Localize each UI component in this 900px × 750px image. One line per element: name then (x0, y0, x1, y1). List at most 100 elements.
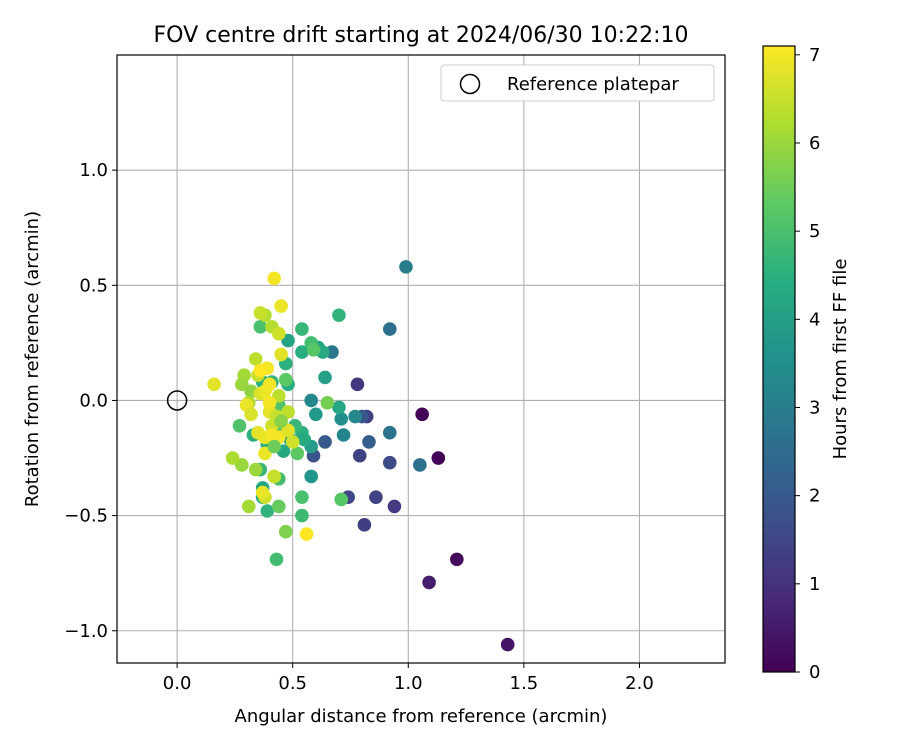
data-point (272, 389, 286, 403)
x-axis-label: Angular distance from reference (arcmin) (235, 706, 608, 727)
data-point (295, 490, 309, 504)
data-point (382, 425, 397, 440)
data-point (235, 458, 249, 472)
y-tick-label: 1.0 (79, 160, 108, 181)
data-point (281, 405, 295, 419)
colorbar: 0 1 2 3 4 5 6 7 Hours from first FF file (762, 45, 851, 683)
colorbar-ticks: 0 1 2 3 4 5 6 7 (795, 45, 820, 683)
data-point (290, 446, 305, 461)
data-point (244, 407, 258, 422)
grid-lines (117, 55, 725, 663)
data-point (269, 552, 284, 567)
legend: Reference platepar (440, 64, 715, 102)
colorbar-tick-label: 4 (809, 309, 820, 330)
data-point (318, 370, 332, 385)
data-point (320, 395, 335, 410)
data-point (262, 377, 277, 392)
data-point (387, 499, 402, 514)
data-point (299, 527, 314, 541)
data-point (225, 451, 240, 465)
data-point (295, 322, 309, 336)
data-point (431, 451, 446, 465)
data-point (253, 306, 268, 320)
data-point (253, 363, 268, 378)
data-point (278, 372, 293, 387)
data-point (369, 490, 383, 504)
data-point (382, 455, 397, 470)
colorbar-tick-label: 1 (809, 574, 820, 595)
data-point (260, 504, 275, 518)
data-point (399, 260, 413, 274)
data-point (350, 377, 365, 392)
x-tick-label: 1.0 (394, 673, 423, 694)
colorbar-label: Hours from first FF file (830, 259, 851, 460)
data-point (241, 499, 256, 514)
data-point (332, 308, 346, 323)
y-tick-label: 0.5 (79, 275, 108, 296)
y-axis-label: Rotation from reference (arcmin) (22, 211, 43, 507)
data-point (304, 393, 318, 408)
data-point (274, 347, 288, 362)
data-point (413, 458, 427, 472)
legend-label: Reference platepar (507, 74, 679, 95)
data-point (297, 432, 312, 447)
colorbar-tick-label: 0 (809, 662, 820, 683)
data-point (274, 414, 288, 428)
x-tick-label: 1.5 (510, 673, 539, 694)
y-tick-label: −0.5 (64, 506, 108, 527)
data-point (334, 412, 349, 426)
data-point (352, 448, 367, 463)
data-point (309, 407, 323, 422)
data-point (232, 418, 247, 433)
data-point (262, 395, 277, 410)
y-tick-label: −1.0 (64, 621, 108, 642)
colorbar-tick-label: 6 (809, 133, 820, 154)
data-point (207, 377, 221, 392)
data-point (272, 326, 286, 341)
data-point (422, 575, 436, 590)
data-point (382, 322, 397, 336)
colorbar-tick-label: 2 (809, 486, 820, 507)
colorbar-gradient (762, 45, 796, 673)
data-point (415, 407, 429, 422)
data-point (304, 469, 318, 484)
data-point (278, 524, 293, 539)
chart-title: FOV centre drift starting at 2024/06/30 … (154, 23, 689, 48)
data-point (362, 435, 376, 449)
data-point (248, 462, 263, 477)
data-point (306, 342, 321, 357)
data-point (332, 400, 346, 415)
x-tick-label: 0.0 (163, 673, 192, 694)
data-point (267, 469, 282, 484)
data-point (295, 345, 309, 359)
colorbar-tick-label: 3 (809, 397, 820, 418)
data-point (267, 271, 282, 286)
data-point (450, 552, 464, 567)
colorbar-tick-label: 7 (809, 45, 820, 66)
y-tick-label: 0.0 (79, 390, 108, 411)
colorbar-tick-label: 5 (809, 221, 820, 242)
legend-box (440, 64, 715, 102)
data-point (500, 637, 515, 652)
data-point (357, 518, 372, 532)
data-point (272, 499, 286, 514)
x-tick-label: 0.5 (278, 673, 307, 694)
data-point (274, 299, 288, 313)
data-point (258, 446, 272, 461)
y-axis-ticks: −1.0 −0.5 0.0 0.5 1.0 (64, 160, 117, 642)
data-point (295, 508, 309, 523)
data-point (267, 439, 282, 454)
data-point (281, 333, 295, 348)
data-point (318, 435, 332, 449)
reference-point-marker (166, 390, 188, 411)
data-point (235, 377, 249, 392)
data-point (255, 485, 270, 500)
plot-frame (116, 54, 726, 664)
x-tick-label: 2.0 (625, 673, 654, 694)
legend-marker-icon (459, 73, 481, 95)
data-point (253, 319, 268, 334)
data-point (281, 423, 295, 438)
data-point (348, 409, 362, 424)
data-point (336, 428, 351, 442)
